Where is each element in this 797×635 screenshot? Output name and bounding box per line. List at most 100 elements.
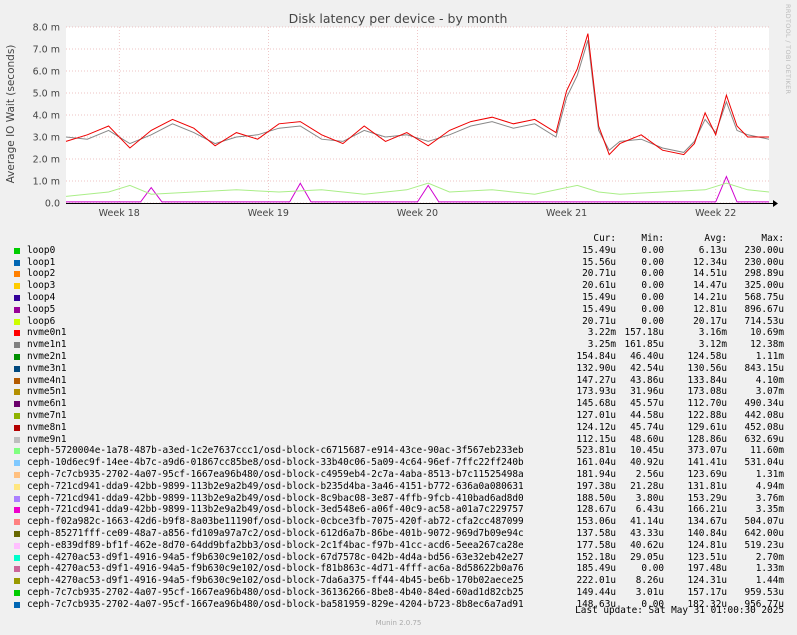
legend-name: nvme2n1 <box>27 350 67 362</box>
legend-swatch <box>14 436 20 443</box>
legend-max: 504.07u <box>744 516 784 528</box>
series-line <box>66 175 769 203</box>
legend-swatch <box>14 318 20 325</box>
legend-min: 40.62u <box>630 539 664 551</box>
legend-max: 10.69m <box>750 327 784 339</box>
y-tick-label: 7.0 m <box>33 45 60 56</box>
legend-row: loop3 20.61u 0.00 14.47u 325.00u <box>0 280 797 292</box>
legend-avg: 153.29u <box>687 492 727 504</box>
legend-row: ceph-7c7cb935-2702-4a07-95cf-1667ea96b48… <box>0 587 797 599</box>
legend-min: 45.57u <box>630 398 664 410</box>
legend-max: 843.15u <box>744 362 784 374</box>
legend-name: nvme9n1 <box>27 433 67 445</box>
legend-min: 2.56u <box>635 468 664 480</box>
legend-min: 6.43u <box>635 504 664 516</box>
legend: Cur: Min: Avg: Max: loop0 15.49u 0.00 6.13u… <box>0 233 797 611</box>
legend-avg: 3.12m <box>698 339 727 351</box>
x-axis-arrow <box>773 200 778 207</box>
legend-row: ceph-7c7cb935-2702-4a07-95cf-1667ea96b48… <box>0 599 797 611</box>
legend-avg: 124.58u <box>687 350 727 362</box>
legend-avg: 6.13u <box>698 244 727 256</box>
legend-avg: 112.70u <box>687 398 727 410</box>
header-avg: Avg: <box>704 233 727 244</box>
legend-swatch <box>14 424 20 431</box>
legend-swatch <box>14 330 20 337</box>
legend-cur: 181.94u <box>576 468 616 480</box>
legend-max: 452.08u <box>744 421 784 433</box>
legend-name: loop3 <box>27 280 56 292</box>
legend-max: 325.00u <box>744 280 784 292</box>
legend-swatch <box>14 495 20 502</box>
legend-row: ceph-f02a982c-1663-42d6-b9f8-8a03be11190… <box>0 516 797 528</box>
y-tick-label: 3.0 m <box>33 133 60 144</box>
series-line <box>65 33 769 156</box>
x-tick-label: Week 18 <box>99 208 140 219</box>
legend-cur: 149.44u <box>576 586 616 598</box>
legend-max: 714.53u <box>744 315 784 327</box>
legend-swatch <box>14 507 20 514</box>
legend-name: ceph-e839df89-bf1f-462e-8d70-64dd9bfa2bb… <box>27 539 524 551</box>
legend-avg: 173.08u <box>687 386 727 398</box>
legend-row: nvme7n1 127.01u 44.58u 122.88u 442.08u <box>0 410 797 422</box>
legend-cur: 173.93u <box>576 386 616 398</box>
legend-swatch <box>14 247 20 254</box>
legend-cur: 132.90u <box>576 362 616 374</box>
legend-cur: 112.15u <box>576 433 616 445</box>
legend-row: ceph-10d6ec9f-14ee-4b7c-a9d6-01867cc85be… <box>0 457 797 469</box>
legend-swatch <box>14 412 20 419</box>
legend-row: loop0 15.49u 0.00 6.13u 230.00u <box>0 245 797 257</box>
legend-avg: 197.48u <box>687 563 727 575</box>
header-max: Max: <box>761 233 784 244</box>
legend-swatch <box>14 589 20 596</box>
x-tick-label: Week 20 <box>397 208 438 219</box>
legend-row: loop6 20.71u 0.00 20.17u 714.53u <box>0 316 797 328</box>
chart: Disk latency per device - by month Avera… <box>5 11 778 219</box>
legend-min: 0.00 <box>641 256 664 268</box>
legend-min: 0.00 <box>641 280 664 292</box>
legend-swatch <box>14 342 20 349</box>
legend-min: 3.80u <box>635 492 664 504</box>
legend-name: loop6 <box>27 315 56 327</box>
legend-name: ceph-721cd941-dda9-42bb-9899-113b2e9a2b4… <box>27 480 524 492</box>
y-ticks: 0.0 1.0 m 2.0 m 3.0 m 4.0 m 5.0 m 6.0 m 7.0 m 8.… <box>33 23 60 210</box>
legend-row: ceph-7c7cb935-2702-4a07-95cf-1667ea96b48… <box>0 469 797 481</box>
legend-name: ceph-f02a982c-1663-42d6-b9f8-8a03be11190… <box>27 516 524 528</box>
legend-name: nvme8n1 <box>27 421 67 433</box>
legend-avg: 130.56u <box>687 362 727 374</box>
legend-row: loop5 15.49u 0.00 12.81u 896.67u <box>0 304 797 316</box>
legend-min: 42.54u <box>630 362 664 374</box>
legend-cur: 222.01u <box>576 575 616 587</box>
legend-row: loop1 15.56u 0.00 12.34u 230.00u <box>0 257 797 269</box>
y-tick-label: 0.0 <box>45 199 60 210</box>
legend-avg: 14.47u <box>693 280 727 292</box>
legend-name: ceph-10d6ec9f-14ee-4b7c-a9d6-01867cc85be… <box>27 457 524 469</box>
legend-max: 442.08u <box>744 409 784 421</box>
legend-avg: 157.17u <box>687 586 727 598</box>
legend-min: 43.33u <box>630 527 664 539</box>
legend-swatch <box>14 377 20 384</box>
legend-avg: 12.34u <box>693 256 727 268</box>
legend-avg: 123.69u <box>687 468 727 480</box>
legend-cur: 154.84u <box>576 350 616 362</box>
y-tick-label: 4.0 m <box>33 111 60 122</box>
legend-max: 230.00u <box>744 256 784 268</box>
legend-cur: 161.04u <box>576 457 616 469</box>
legend-max: 1.31m <box>755 468 784 480</box>
legend-cur: 177.58u <box>576 539 616 551</box>
legend-swatch <box>14 471 20 478</box>
legend-cur: 15.49u <box>582 303 616 315</box>
legend-row: nvme8n1 124.12u 45.74u 129.61u 452.08u <box>0 422 797 434</box>
legend-max: 230.00u <box>744 244 784 256</box>
legend-avg: 20.17u <box>693 315 727 327</box>
legend-cur: 127.01u <box>576 409 616 421</box>
legend-swatch <box>14 519 20 526</box>
legend-max: 642.00u <box>744 527 784 539</box>
legend-max: 298.89u <box>744 268 784 280</box>
legend-max: 12.38m <box>750 339 784 351</box>
legend-min: 45.74u <box>630 421 664 433</box>
legend-row: nvme4n1 147.27u 43.86u 133.84u 4.10m <box>0 375 797 387</box>
legend-min: 3.01u <box>635 586 664 598</box>
legend-swatch <box>14 578 20 585</box>
legend-cur: 20.71u <box>582 315 616 327</box>
x-tick-label: Week 22 <box>695 208 736 219</box>
